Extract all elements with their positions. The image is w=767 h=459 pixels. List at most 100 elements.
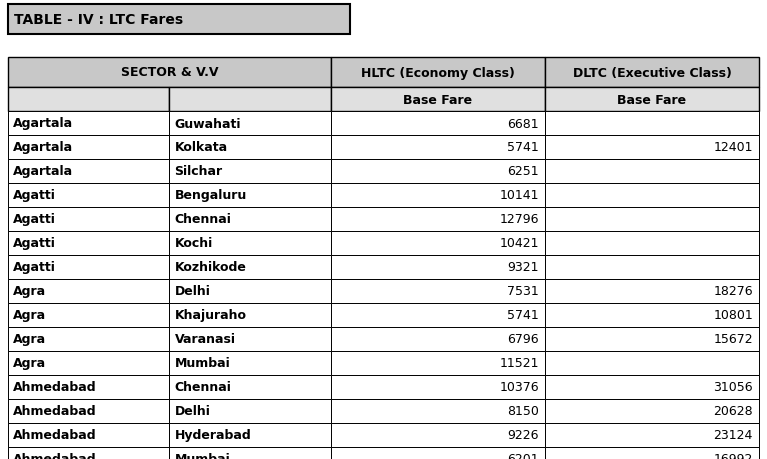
Bar <box>8 231 170 256</box>
Text: 10141: 10141 <box>499 189 539 202</box>
Bar <box>170 423 331 447</box>
Text: 9321: 9321 <box>508 261 539 274</box>
Text: Agra: Agra <box>13 309 46 322</box>
Bar <box>331 207 545 231</box>
Bar <box>8 58 331 88</box>
Text: 9226: 9226 <box>508 429 539 442</box>
Bar <box>545 136 759 160</box>
Bar <box>331 423 545 447</box>
Text: Delhi: Delhi <box>174 285 210 298</box>
Text: Ahmedabad: Ahmedabad <box>13 405 97 418</box>
Bar <box>331 231 545 256</box>
Bar <box>170 184 331 207</box>
Bar <box>545 280 759 303</box>
Text: 5741: 5741 <box>507 309 539 322</box>
Text: 18276: 18276 <box>713 285 753 298</box>
Text: Guwahati: Guwahati <box>174 117 241 130</box>
Text: 6681: 6681 <box>507 117 539 130</box>
Text: Agatti: Agatti <box>13 237 56 250</box>
Bar <box>331 88 545 112</box>
Bar <box>545 447 759 459</box>
Text: Agatti: Agatti <box>13 261 56 274</box>
Bar <box>331 327 545 351</box>
Text: 7531: 7531 <box>507 285 539 298</box>
Text: Agatti: Agatti <box>13 189 56 202</box>
Bar <box>545 399 759 423</box>
Text: Kolkata: Kolkata <box>174 141 228 154</box>
Bar <box>545 231 759 256</box>
Text: Base Fare: Base Fare <box>617 93 686 106</box>
Bar <box>170 207 331 231</box>
Text: Kozhikode: Kozhikode <box>174 261 246 274</box>
Text: Bengaluru: Bengaluru <box>174 189 247 202</box>
Text: 23124: 23124 <box>713 429 753 442</box>
Bar <box>8 303 170 327</box>
Bar <box>545 207 759 231</box>
Bar <box>8 5 350 35</box>
Bar <box>8 207 170 231</box>
Text: Base Fare: Base Fare <box>403 93 472 106</box>
Bar <box>545 327 759 351</box>
Bar <box>331 399 545 423</box>
Bar <box>8 351 170 375</box>
Bar <box>331 184 545 207</box>
Bar <box>545 88 759 112</box>
Bar <box>545 423 759 447</box>
Text: 10801: 10801 <box>713 309 753 322</box>
Text: Ahmedabad: Ahmedabad <box>13 381 97 394</box>
Bar <box>545 303 759 327</box>
Text: 15672: 15672 <box>713 333 753 346</box>
Bar <box>170 112 331 136</box>
Text: Chennai: Chennai <box>174 381 232 394</box>
Bar <box>170 303 331 327</box>
Text: 12796: 12796 <box>499 213 539 226</box>
Text: Ahmedabad: Ahmedabad <box>13 429 97 442</box>
Text: Agra: Agra <box>13 285 46 298</box>
Bar <box>8 112 170 136</box>
Bar <box>331 303 545 327</box>
Text: Delhi: Delhi <box>174 405 210 418</box>
Bar <box>8 160 170 184</box>
Text: 5741: 5741 <box>507 141 539 154</box>
Bar <box>8 88 170 112</box>
Bar <box>170 375 331 399</box>
Text: 20628: 20628 <box>713 405 753 418</box>
Bar <box>8 184 170 207</box>
Text: 16992: 16992 <box>713 453 753 459</box>
Bar <box>8 447 170 459</box>
Bar <box>8 399 170 423</box>
Text: Ahmedabad: Ahmedabad <box>13 453 97 459</box>
Bar <box>8 136 170 160</box>
Text: 6796: 6796 <box>507 333 539 346</box>
Bar <box>545 184 759 207</box>
Text: TABLE - IV : LTC Fares: TABLE - IV : LTC Fares <box>14 13 183 27</box>
Text: 10421: 10421 <box>499 237 539 250</box>
Text: Chennai: Chennai <box>174 213 232 226</box>
Bar <box>545 256 759 280</box>
Text: Hyderabad: Hyderabad <box>174 429 252 442</box>
Text: Agra: Agra <box>13 333 46 346</box>
Bar <box>8 375 170 399</box>
Bar <box>331 351 545 375</box>
Text: Kochi: Kochi <box>174 237 212 250</box>
Text: Agartala: Agartala <box>13 117 73 130</box>
Text: Agartala: Agartala <box>13 165 73 178</box>
Bar <box>545 58 759 88</box>
Bar <box>8 256 170 280</box>
Bar <box>545 112 759 136</box>
Bar <box>170 280 331 303</box>
Text: Mumbai: Mumbai <box>174 453 230 459</box>
Bar <box>170 351 331 375</box>
Text: Varanasi: Varanasi <box>174 333 235 346</box>
Text: 8150: 8150 <box>507 405 539 418</box>
Bar <box>170 88 331 112</box>
Bar <box>331 112 545 136</box>
Text: Mumbai: Mumbai <box>174 357 230 369</box>
Text: 11521: 11521 <box>499 357 539 369</box>
Text: 10376: 10376 <box>499 381 539 394</box>
Bar <box>170 256 331 280</box>
Text: 12401: 12401 <box>713 141 753 154</box>
Text: 6201: 6201 <box>507 453 539 459</box>
Text: HLTC (Economy Class): HLTC (Economy Class) <box>361 67 515 79</box>
Bar <box>8 327 170 351</box>
